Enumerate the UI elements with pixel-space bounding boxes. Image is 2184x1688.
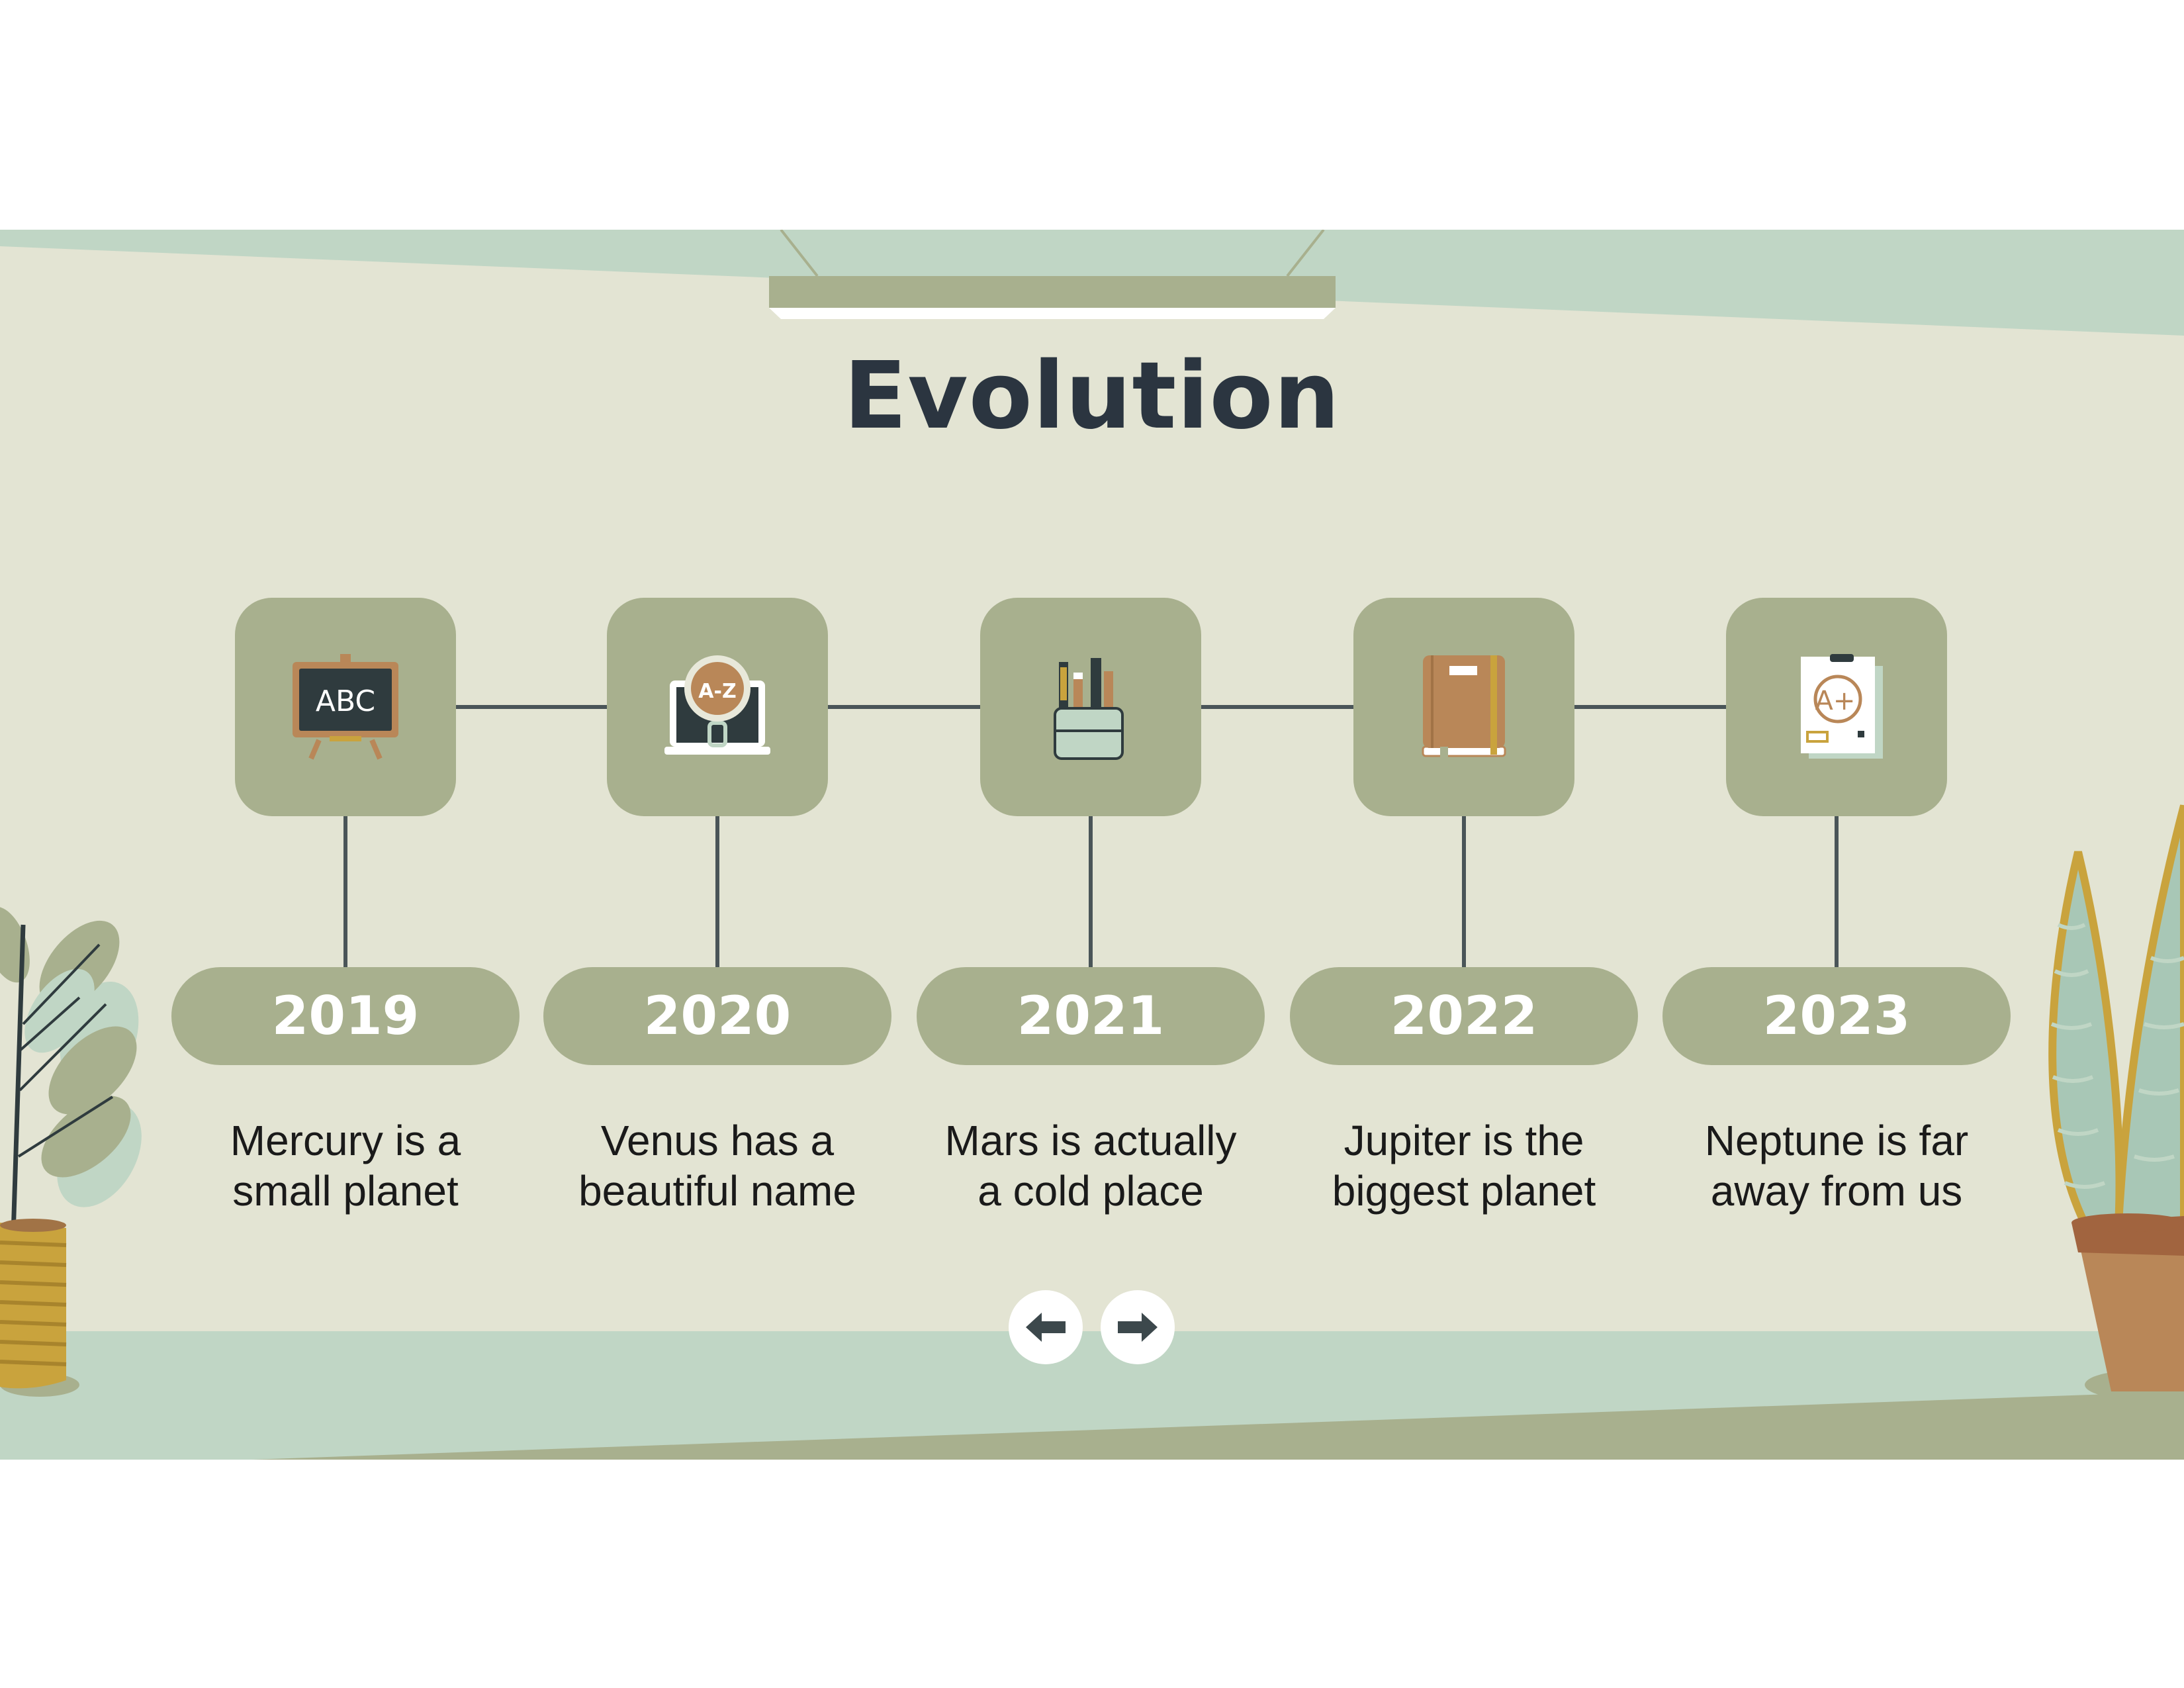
year-pill-2020: 2020 bbox=[543, 967, 891, 1065]
description-line-1: Mars is actually bbox=[944, 1117, 1237, 1164]
description-line-2: biggest planet bbox=[1332, 1167, 1596, 1215]
milestone-icon-box-2020: A-Z bbox=[607, 598, 828, 816]
next-slide-button[interactable] bbox=[1101, 1290, 1175, 1364]
description-line-2: away from us bbox=[1710, 1167, 1963, 1215]
milestone-icon-box-2021 bbox=[980, 598, 1201, 816]
milestone-description-2020: Venus has a beautiful name bbox=[532, 1115, 903, 1216]
description-line-2: small planet bbox=[232, 1167, 459, 1215]
year-pill-2021: 2021 bbox=[917, 967, 1265, 1065]
milestone-description-2019: Mercury is a small planet bbox=[160, 1115, 531, 1216]
previous-slide-button[interactable] bbox=[1009, 1290, 1083, 1364]
description-line-1: Mercury is a bbox=[230, 1117, 461, 1164]
milestone-description-2023: Neptune is far away from us bbox=[1651, 1115, 2022, 1216]
arrow-right-icon bbox=[1118, 1313, 1158, 1342]
milestone-icon-box-2023: A+ bbox=[1726, 598, 1947, 816]
right-plant bbox=[2048, 804, 2184, 1399]
description-line-1: Venus has a bbox=[600, 1117, 835, 1164]
floor-shadow bbox=[251, 1391, 2184, 1460]
milestone-description-2022: Jupiter is the biggest planet bbox=[1279, 1115, 1649, 1216]
laptop-magnifier-icon: A-Z bbox=[664, 655, 770, 755]
description-line-2: a cold place bbox=[978, 1167, 1204, 1215]
ceiling-lamp bbox=[769, 230, 1336, 319]
description-line-1: Jupiter is the bbox=[1343, 1117, 1584, 1164]
year-pill-2023: 2023 bbox=[1662, 967, 2011, 1065]
description-line-2: beautiful name bbox=[578, 1167, 856, 1215]
magnifier-label: A-Z bbox=[698, 680, 736, 703]
description-line-1: Neptune is far bbox=[1704, 1117, 1969, 1164]
year-pill-2022: 2022 bbox=[1290, 967, 1638, 1065]
left-plant bbox=[0, 906, 142, 1397]
chalkboard-abc-icon: ABC bbox=[293, 654, 398, 760]
year-pill-2019: 2019 bbox=[171, 967, 520, 1065]
arrow-left-icon bbox=[1026, 1313, 1066, 1342]
grade-label: A+ bbox=[1815, 686, 1856, 716]
timeline-connectors bbox=[343, 705, 1839, 967]
plant-decorations bbox=[0, 804, 2184, 1399]
milestone-icon-box-2022 bbox=[1353, 598, 1574, 816]
chalkboard-label: ABC bbox=[316, 684, 375, 718]
notebook-icon bbox=[1422, 655, 1506, 757]
room-background bbox=[0, 230, 2184, 1460]
graded-paper-icon: A+ bbox=[1801, 654, 1883, 759]
milestone-description-2021: Mars is actually a cold place bbox=[905, 1115, 1276, 1216]
slide-title: Evolution bbox=[843, 342, 1341, 450]
milestone-icon-box-2019: ABC bbox=[235, 598, 456, 816]
pencil-cup-icon bbox=[1054, 658, 1124, 760]
slide: Evolution ABC A-Z bbox=[0, 230, 2184, 1460]
